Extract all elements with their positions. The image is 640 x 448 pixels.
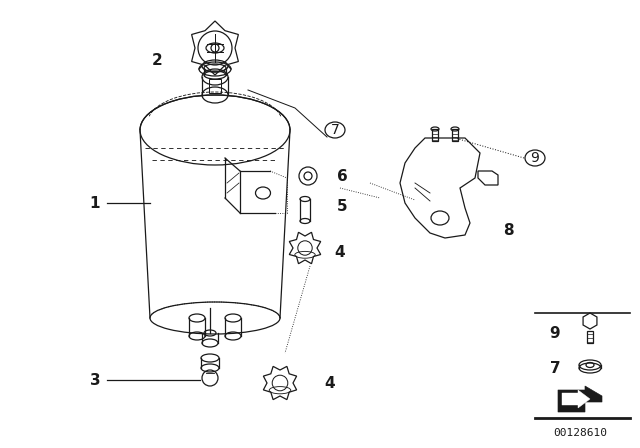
Text: 00128610: 00128610	[553, 428, 607, 438]
Text: 8: 8	[502, 223, 513, 237]
Text: 7: 7	[550, 361, 560, 375]
Text: 2: 2	[152, 52, 163, 68]
Text: 1: 1	[90, 195, 100, 211]
Text: 5: 5	[337, 198, 348, 214]
Text: 6: 6	[337, 168, 348, 184]
Text: 4: 4	[335, 245, 346, 259]
Ellipse shape	[325, 122, 345, 138]
Text: 4: 4	[324, 375, 335, 391]
Ellipse shape	[525, 150, 545, 166]
Bar	[452, 129, 458, 141]
Text: 9: 9	[531, 151, 540, 165]
Text: 7: 7	[331, 123, 339, 137]
Bar	[587, 331, 593, 343]
Text: 9: 9	[550, 326, 560, 340]
Bar	[209, 79, 221, 93]
Text: 3: 3	[90, 372, 100, 388]
Bar	[432, 129, 438, 141]
Polygon shape	[562, 390, 590, 408]
Polygon shape	[558, 386, 602, 412]
